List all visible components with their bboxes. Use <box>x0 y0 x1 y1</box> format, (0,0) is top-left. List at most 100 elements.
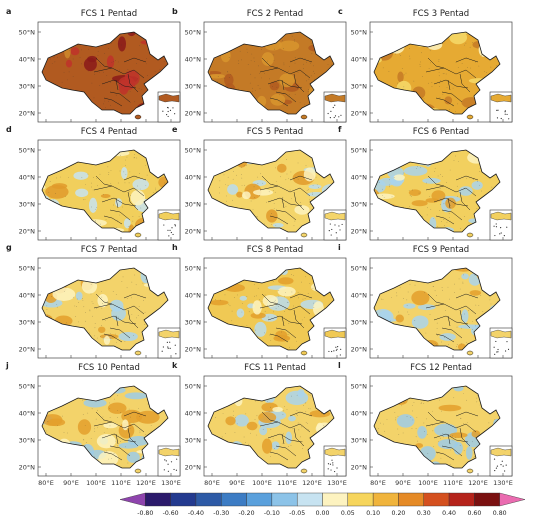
lat-tick-label: 50°N <box>351 147 368 155</box>
panel-letter: i <box>338 243 341 252</box>
panel-letter: c <box>338 7 343 16</box>
lat-tick-label: 20°N <box>185 464 202 472</box>
lon-tick-label: 80°E <box>38 479 54 487</box>
colorbar-tick-label: 0.10 <box>366 510 380 517</box>
colorbar-swatch <box>398 492 424 507</box>
country-border <box>373 31 501 115</box>
colorbar-tick-label: 0.20 <box>392 510 406 517</box>
lon-tick-label: 130°E <box>493 479 513 487</box>
lon-tick-label: 90°E <box>63 479 79 487</box>
colorbar-swatch <box>271 492 298 507</box>
panel-title: FCS 10 Pentad <box>78 363 140 373</box>
lon-tick-label: 120°E <box>468 479 488 487</box>
colorbar-swatch <box>448 492 475 507</box>
lat-tick-label: 50°N <box>351 383 368 391</box>
map-panel-c: c FCS 3 Pentad 50°N 40°N 30°N 20°N <box>338 7 513 123</box>
south-china-sea-inset <box>323 209 347 241</box>
lat-tick-label: 30°N <box>185 201 202 209</box>
lat-tick-label: 40°N <box>19 410 36 418</box>
panel-title: FCS 6 Pentad <box>413 127 469 137</box>
lon-tick-label: 110°E <box>277 479 297 487</box>
panel-letter: f <box>338 125 342 134</box>
lat-tick-label: 40°N <box>185 410 202 418</box>
lat-tick-label: 30°N <box>19 437 36 445</box>
panel-title: FCS 4 Pentad <box>81 127 137 137</box>
lon-tick-label: 100°E <box>418 479 438 487</box>
lon-tick-label: 120°E <box>302 479 322 487</box>
lat-tick-label: 40°N <box>19 56 36 64</box>
south-china-sea-inset <box>489 445 513 477</box>
country-border <box>41 385 169 469</box>
panel-title: FCS 8 Pentad <box>247 245 303 255</box>
lat-tick-label: 40°N <box>351 292 368 300</box>
colorbar-tick-label: -0.60 <box>163 510 179 517</box>
lat-tick-label: 30°N <box>19 201 36 209</box>
lat-tick-label: 50°N <box>19 29 36 37</box>
country-border <box>207 149 335 233</box>
panel-title: FCS 1 Pentad <box>81 9 137 19</box>
south-china-sea-inset <box>323 91 347 123</box>
panel-letter: e <box>172 125 178 134</box>
lat-tick-label: 40°N <box>351 410 368 418</box>
panel-title: FCS 11 Pentad <box>244 363 306 373</box>
lat-tick-label: 40°N <box>19 174 36 182</box>
colorbar-tick-label: -0.30 <box>213 510 229 517</box>
panel-letter: d <box>6 125 12 134</box>
colorbar-tick-label: 0.80 <box>493 510 507 517</box>
map-panel-e: e FCS 5 Pentad 50°N 40°N 30°N 20°N <box>172 125 347 241</box>
lat-tick-label: 40°N <box>185 174 202 182</box>
lat-tick-label: 30°N <box>185 83 202 91</box>
lat-tick-label: 20°N <box>19 346 36 354</box>
colorbar-tick-label: -0.80 <box>137 510 153 517</box>
country-border <box>373 385 501 469</box>
country-border <box>207 385 335 469</box>
lon-tick-label: 80°E <box>370 479 386 487</box>
lat-tick-label: 30°N <box>351 201 368 209</box>
lon-tick-label: 130°E <box>327 479 347 487</box>
panel-letter: b <box>172 7 178 16</box>
colorbar-extend-high <box>499 492 526 507</box>
map-panel-h: h FCS 8 Pentad 50°N 40°N 30°N 20°N <box>172 243 347 359</box>
colorbar-swatch <box>347 492 374 507</box>
lat-tick-label: 20°N <box>19 228 36 236</box>
panel-title: FCS 9 Pentad <box>413 245 469 255</box>
south-china-sea-inset <box>157 209 181 241</box>
lat-tick-label: 50°N <box>351 265 368 273</box>
lat-tick-label: 30°N <box>351 319 368 327</box>
panel-letter: g <box>6 243 12 252</box>
colorbar-tick-label: 0.05 <box>341 510 355 517</box>
panel-grid: a FCS 1 Pentad 50°N 40°N 30°N 20°N b FCS 2 Pent… <box>5 7 513 487</box>
lon-tick-label: 90°E <box>229 479 245 487</box>
colorbar-swatch <box>423 492 450 507</box>
panel-letter: h <box>172 243 178 252</box>
lat-tick-label: 50°N <box>351 29 368 37</box>
lat-tick-label: 50°N <box>19 147 36 155</box>
colorbar-tick-label: -0.05 <box>289 510 305 517</box>
lat-tick-label: 20°N <box>185 228 202 236</box>
lon-tick-label: 120°E <box>136 479 156 487</box>
map-panel-l: l FCS 12 Pentad 50°N 40°N 30°N 20°N80°E 90°E 10… <box>338 361 513 487</box>
south-china-sea-inset <box>157 91 181 123</box>
lat-tick-label: 20°N <box>351 464 368 472</box>
lon-tick-label: 80°E <box>204 479 220 487</box>
colorbar-swatch <box>195 492 222 507</box>
lon-tick-label: 90°E <box>395 479 411 487</box>
lat-tick-label: 50°N <box>19 383 36 391</box>
lat-tick-label: 20°N <box>351 228 368 236</box>
colorbar-tick-label: 0.40 <box>442 510 456 517</box>
panel-title: FCS 7 Pentad <box>81 245 137 255</box>
lat-tick-label: 30°N <box>185 319 202 327</box>
map-panel-d: d FCS 4 Pentad 50°N 40°N 30°N 20°N <box>6 125 181 241</box>
colorbar-swatch <box>296 492 323 507</box>
map-panel-f: f FCS 6 Pentad 50°N 40°N 30°N 20°N <box>338 125 513 241</box>
colorbar-swatch <box>221 492 247 507</box>
colorbar-swatch <box>372 492 399 507</box>
colorbar-swatch <box>145 492 171 507</box>
map-panel-j: j FCS 10 Pentad 50°N 40°N 30°N 20°N80°E 90°E 10… <box>5 361 181 487</box>
colorbar-swatch <box>170 492 197 507</box>
colorbar-tick-label: 0.30 <box>417 510 431 517</box>
colorbar-tick-label: -0.10 <box>264 510 280 517</box>
south-china-sea-inset <box>157 445 181 477</box>
country-border <box>207 31 335 115</box>
